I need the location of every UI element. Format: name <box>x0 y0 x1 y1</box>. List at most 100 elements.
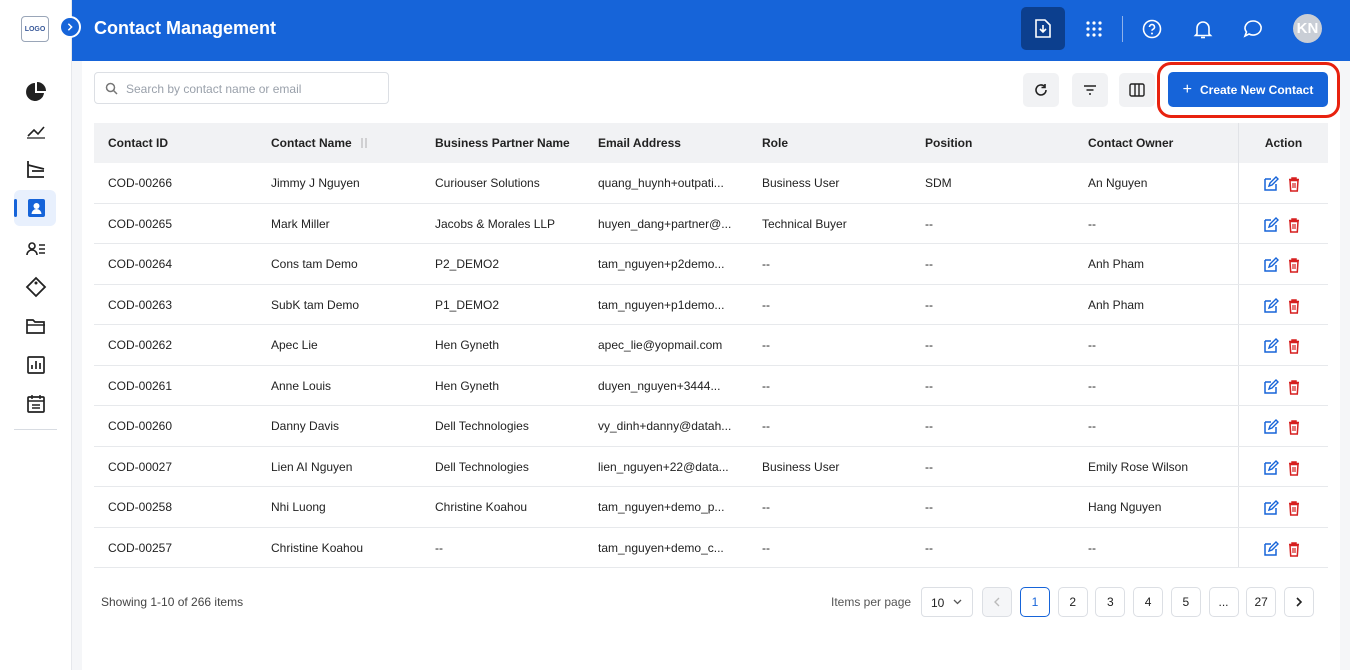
row-actions <box>1264 459 1299 476</box>
folder-icon[interactable] <box>24 314 48 338</box>
contacts-icon[interactable] <box>24 196 48 220</box>
page-button[interactable]: 4 <box>1133 587 1164 617</box>
page-button[interactable]: 5 <box>1170 587 1201 617</box>
edit-icon[interactable] <box>1264 216 1279 232</box>
page-size-select[interactable]: 10 <box>921 587 973 617</box>
page-button[interactable]: 1 <box>1020 587 1050 617</box>
filter-button[interactable] <box>1072 73 1108 107</box>
accounts-icon[interactable] <box>24 237 48 261</box>
edit-icon[interactable] <box>1264 540 1279 556</box>
chat-icon[interactable] <box>1242 18 1264 40</box>
delete-icon[interactable] <box>1289 501 1299 516</box>
pipeline-icon[interactable] <box>24 157 48 181</box>
notifications-icon[interactable] <box>1192 18 1214 40</box>
column-header[interactable]: Business Partner Name <box>435 123 570 163</box>
row-actions <box>1264 297 1299 314</box>
chevron-right <box>1296 597 1303 607</box>
analytics-icon[interactable] <box>24 118 48 142</box>
row-actions <box>1264 540 1299 557</box>
column-header[interactable]: Role <box>762 123 789 163</box>
table-cell: quang_huynh+outpati... <box>598 176 724 190</box>
edit-icon[interactable] <box>1264 338 1279 353</box>
table-cell: Apec Lie <box>271 338 318 352</box>
edit-icon[interactable] <box>1264 176 1279 191</box>
table-cell: COD-00257 <box>108 540 173 555</box>
user-avatar[interactable]: KN <box>1293 14 1322 43</box>
table-cell: Jimmy J Nguyen <box>271 176 360 190</box>
edit-icon[interactable] <box>1264 500 1279 515</box>
page-button[interactable]: 27 <box>1246 587 1277 617</box>
table-cell: COD-00262 <box>108 338 173 352</box>
calendar-icon[interactable] <box>24 392 48 416</box>
apps-icon[interactable] <box>1083 18 1105 40</box>
table-cell: Anh Pham <box>1088 297 1145 312</box>
edit-icon[interactable] <box>1264 297 1279 313</box>
delete-icon[interactable] <box>1289 177 1299 192</box>
table-cell: Emily Rose Wilson <box>1088 459 1189 474</box>
delete-icon[interactable] <box>1289 541 1299 557</box>
sidebar-toggle[interactable] <box>59 16 81 38</box>
page-button[interactable]: 3 <box>1095 587 1126 617</box>
column-header[interactable]: Contact Name <box>271 123 352 163</box>
edit-icon[interactable] <box>1264 257 1279 272</box>
table-cell: -- <box>762 257 770 271</box>
help-icon[interactable] <box>1141 18 1163 40</box>
delete-icon[interactable] <box>1289 258 1299 273</box>
table-cell: COD-00264 <box>108 257 173 271</box>
row-divider <box>94 202 1328 204</box>
table-cell: -- <box>925 500 933 514</box>
table-cell: Anh Pham <box>1088 257 1145 271</box>
table-cell: Technical Buyer <box>762 216 847 231</box>
next-page[interactable] <box>1284 587 1314 617</box>
table-cell: -- <box>1088 216 1096 231</box>
create-contact-button[interactable]: + Create New Contact <box>1168 72 1328 107</box>
delete-icon[interactable] <box>1289 420 1299 435</box>
active-indicator <box>14 199 17 217</box>
table-cell: tam_nguyen+p2demo... <box>598 257 725 271</box>
reports-icon[interactable] <box>24 353 48 377</box>
edit-icon[interactable] <box>1264 419 1279 434</box>
sidebar: LOGO <box>0 0 72 670</box>
search-input[interactable] <box>94 72 389 104</box>
row-actions <box>1264 176 1299 192</box>
table-cell: tam_nguyen+demo_p... <box>598 500 725 514</box>
edit-icon[interactable] <box>1264 378 1279 394</box>
table-cell: huyen_dang+partner@... <box>598 216 732 231</box>
column-header[interactable]: Contact ID <box>108 123 168 163</box>
download-button[interactable] <box>1021 7 1065 50</box>
table-cell: Hen Gyneth <box>435 338 500 352</box>
row-divider <box>94 486 1328 487</box>
logo: LOGO <box>21 16 49 42</box>
deals-icon[interactable] <box>24 275 48 299</box>
table-cell: Christine Koahou <box>271 540 364 555</box>
column-header[interactable]: Contact Owner <box>1088 123 1174 163</box>
columns-button[interactable] <box>1119 73 1155 107</box>
delete-icon[interactable] <box>1289 339 1299 354</box>
column-header[interactable]: Email Address <box>598 123 681 163</box>
sort-icon[interactable] <box>359 137 369 149</box>
page-title: Contact Management <box>94 18 277 38</box>
header-divider <box>1122 16 1123 42</box>
dashboard-icon[interactable] <box>24 80 48 104</box>
table-cell: COD-00260 <box>108 419 173 433</box>
table-cell: vy_dinh+danny@datah... <box>598 419 732 433</box>
table-cell: -- <box>925 419 933 433</box>
delete-icon[interactable] <box>1289 460 1299 476</box>
delete-icon[interactable] <box>1289 379 1299 395</box>
delete-icon[interactable] <box>1289 298 1299 314</box>
table-cell: Danny Davis <box>271 419 340 433</box>
edit-icon[interactable] <box>1264 459 1279 475</box>
row-divider <box>94 364 1328 366</box>
sidebar-divider <box>14 429 57 430</box>
column-header[interactable]: Position <box>925 123 973 163</box>
table-cell: Cons tam Demo <box>271 257 358 271</box>
refresh-button[interactable] <box>1023 73 1059 107</box>
page-button[interactable]: ... <box>1208 587 1239 617</box>
row-divider <box>94 526 1328 528</box>
prev-page[interactable] <box>982 587 1012 617</box>
table-cell: Curiouser Solutions <box>435 176 540 190</box>
delete-icon[interactable] <box>1289 217 1299 233</box>
table-cell: tam_nguyen+p1demo... <box>598 297 725 312</box>
page-button[interactable]: 2 <box>1057 587 1088 617</box>
